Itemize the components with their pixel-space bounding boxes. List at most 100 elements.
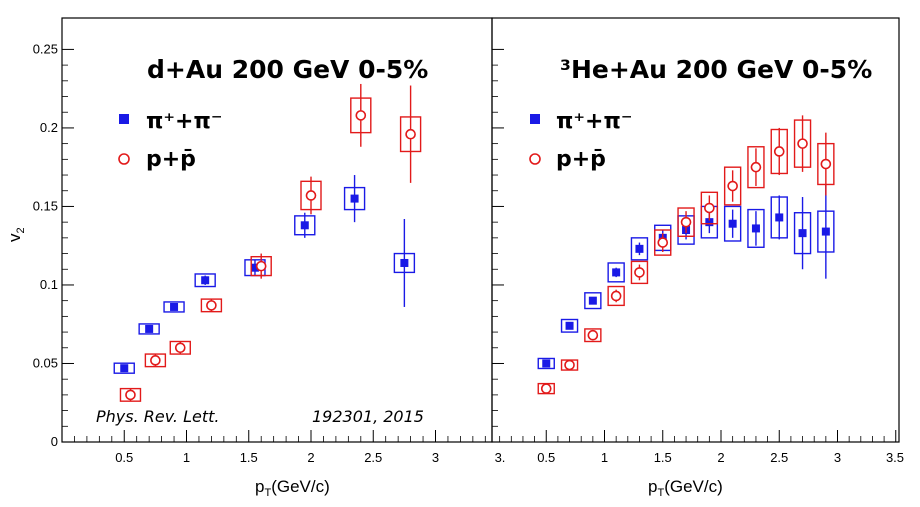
- legend-pion-marker: [119, 114, 129, 124]
- x-axis-ticks: 0.5 1 1.5 2 2.5 3 3.5: [499, 430, 904, 465]
- x-axis-label: pT(GeV/c): [648, 477, 723, 499]
- legend-pion-marker: [530, 114, 540, 124]
- x-tick-label: 0.5: [115, 450, 133, 465]
- data-point-pion: [751, 224, 760, 233]
- x-tick-label: 2.5: [770, 450, 788, 465]
- legend-pion-label: π⁺+π⁻: [556, 109, 632, 134]
- x-tick-label: 2.5: [364, 450, 382, 465]
- data-point-pion: [798, 229, 807, 238]
- data-point-pion: [612, 268, 621, 277]
- systematic-box: [677, 207, 695, 237]
- data-point-proton: [564, 359, 575, 371]
- data-point-proton: [174, 342, 186, 354]
- data-point-proton: [797, 138, 808, 149]
- data-point-proton: [820, 158, 832, 170]
- data-point-pion: [542, 359, 551, 368]
- y-tick-label: 0.25: [33, 41, 58, 56]
- data-point-pion: [635, 244, 644, 253]
- data-point-pion: [821, 227, 830, 236]
- data-point-pion: [400, 258, 409, 267]
- x-tick-label: 3.: [495, 450, 506, 465]
- y-axis-ticks: 0 0.05 0.1 0.15 0.2 0.25: [33, 41, 74, 449]
- data-point-pion: [250, 263, 259, 272]
- legend-pion-label: π⁺+π⁻: [146, 109, 222, 134]
- x-tick-label: 1: [183, 450, 190, 465]
- systematic-box: [194, 273, 216, 288]
- systematic-box: [560, 318, 579, 333]
- systematic-box: [654, 229, 672, 256]
- data-point-pion: [588, 296, 597, 305]
- systematic-box: [723, 166, 742, 206]
- systematic-box: [584, 328, 602, 343]
- data-point-proton: [680, 216, 692, 228]
- x-tick-label: 0.5: [537, 450, 555, 465]
- data-marks: [537, 115, 835, 395]
- data-point-proton: [305, 190, 317, 201]
- panel-he3au: 0.5 1 1.5 2 2.5 3 3.5 ³He+Au 200 GeV 0-5% π⁺+π…: [491, 17, 904, 499]
- systematic-box: [630, 260, 649, 285]
- data-point-proton: [206, 300, 217, 311]
- y-axis-ticks: [492, 48, 504, 443]
- data-point-proton: [634, 267, 645, 278]
- data-point-proton: [704, 202, 715, 214]
- data-point-pion: [565, 321, 574, 330]
- data-point-proton: [610, 290, 622, 302]
- data-marks: [113, 83, 422, 402]
- systematic-box: [113, 362, 135, 374]
- y-tick-label: 0.05: [33, 355, 58, 370]
- x-tick-label: 3: [432, 450, 439, 465]
- chart-title: ³He+Au 200 GeV 0-5%: [560, 55, 872, 84]
- data-point-proton: [355, 110, 367, 121]
- systematic-box: [747, 208, 765, 248]
- chart-title: d+Au 200 GeV 0-5%: [147, 55, 428, 84]
- y-tick-label: 0.1: [40, 277, 58, 292]
- journal-annotation: Phys. Rev. Lett.: [96, 407, 219, 426]
- systematic-box: [138, 323, 160, 335]
- x-axis-ticks: 0.5 1 1.5 2 2.5 3 3.: [74, 430, 505, 465]
- data-point-pion: [705, 218, 714, 227]
- panel-dau: 0 0.05 0.1 0.15 0.2 0.25 0.5 1 1.5 2 2.5 3 3. d+Au …: [5, 17, 505, 499]
- systematic-box: [584, 292, 602, 310]
- y-tick-label: 0.2: [40, 120, 58, 135]
- systematic-box: [607, 285, 625, 307]
- data-point-pion: [170, 302, 179, 311]
- systematic-box: [723, 205, 742, 242]
- x-axis-label: pT(GeV/c): [255, 477, 330, 499]
- reference-annotation: 192301, 2015: [312, 407, 424, 426]
- blank-overlay: [720, 342, 882, 430]
- data-point-proton: [750, 161, 762, 173]
- x-tick-label: 3.5: [886, 450, 904, 465]
- data-point-proton: [540, 383, 552, 394]
- legend-proton-marker: [529, 153, 541, 165]
- data-point-pion: [120, 364, 129, 373]
- data-point-pion: [350, 194, 359, 203]
- data-point-pion: [300, 221, 309, 230]
- plot-frame: [491, 17, 900, 443]
- data-point-proton: [255, 260, 267, 272]
- data-point-proton: [727, 180, 738, 192]
- legend-proton-marker: [118, 153, 130, 165]
- data-point-pion: [201, 276, 210, 285]
- data-point-proton: [773, 146, 785, 157]
- x-tick-label: 1: [601, 450, 608, 465]
- legend-proton-label: p+p̄: [556, 147, 606, 172]
- systematic-box: [163, 301, 185, 313]
- systematic-box: [630, 237, 649, 261]
- systematic-box: [747, 146, 765, 189]
- data-point-proton: [405, 128, 416, 140]
- x-tick-label: 2: [717, 450, 724, 465]
- data-point-proton: [150, 355, 161, 366]
- data-point-proton: [125, 389, 136, 401]
- y-tick-label: 0.15: [33, 198, 58, 213]
- data-point-pion: [728, 219, 737, 228]
- y-tick-label: 0: [51, 434, 58, 449]
- legend-proton-label: p+p̄: [146, 147, 196, 172]
- data-point-proton: [657, 237, 669, 248]
- data-point-pion: [775, 213, 784, 222]
- x-tick-label: 3: [834, 450, 841, 465]
- systematic-box: [700, 191, 719, 225]
- x-tick-label: 2: [307, 450, 314, 465]
- data-point-proton: [587, 329, 599, 341]
- data-point-pion: [145, 324, 154, 333]
